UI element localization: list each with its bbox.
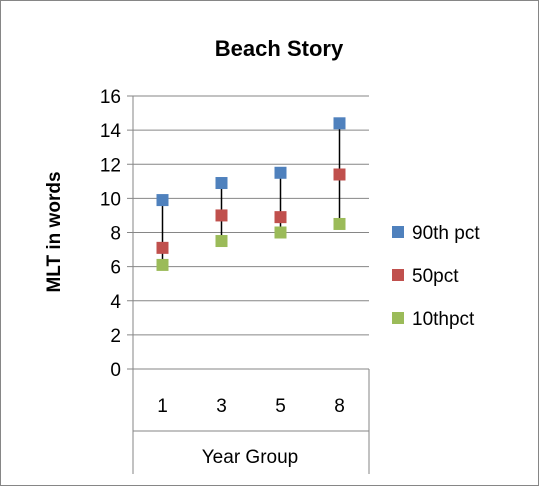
data-point xyxy=(215,177,228,190)
y-tick-label: 6 xyxy=(110,258,121,279)
y-axis-title: MLT in words xyxy=(44,171,65,292)
axes: 0 2 4 6 8 10 12 14 16 1 3 5 8 xyxy=(100,87,370,474)
y-tick-label: 4 xyxy=(110,292,121,313)
data-point xyxy=(274,166,287,179)
y-tick-label: 8 xyxy=(110,224,121,245)
y-tick-label: 10 xyxy=(100,189,121,210)
data-point xyxy=(274,226,287,239)
legend-label: 10thpct xyxy=(412,309,475,330)
data-markers xyxy=(156,117,346,271)
y-tick-label: 16 xyxy=(100,87,121,108)
x-tick-label: 1 xyxy=(157,396,168,417)
y-tick-label: 12 xyxy=(100,155,121,176)
data-point xyxy=(333,217,346,230)
chart-title: Beach Story xyxy=(215,36,344,61)
y-tick-label: 2 xyxy=(110,326,121,347)
y-tick-label: 0 xyxy=(110,360,121,381)
legend-label: 50pct xyxy=(412,266,459,287)
data-point xyxy=(215,235,228,248)
legend-label: 90th pct xyxy=(412,223,480,244)
legend-swatch xyxy=(392,226,404,238)
data-point xyxy=(156,194,169,207)
gridlines xyxy=(133,95,369,336)
x-axis-title: Year Group xyxy=(202,447,298,468)
data-point xyxy=(274,211,287,224)
data-point xyxy=(215,209,228,222)
data-point xyxy=(333,117,346,130)
x-tick-label: 5 xyxy=(275,396,286,417)
legend-swatch xyxy=(392,312,404,324)
data-point xyxy=(156,258,169,271)
data-point xyxy=(156,241,169,254)
y-tick-label: 14 xyxy=(100,121,122,142)
x-tick-label: 3 xyxy=(216,396,227,417)
legend-swatch xyxy=(392,269,404,281)
x-tick-label: 8 xyxy=(334,396,345,417)
legend: 90th pct 50pct 10thpct xyxy=(392,223,480,330)
data-point xyxy=(333,168,346,181)
